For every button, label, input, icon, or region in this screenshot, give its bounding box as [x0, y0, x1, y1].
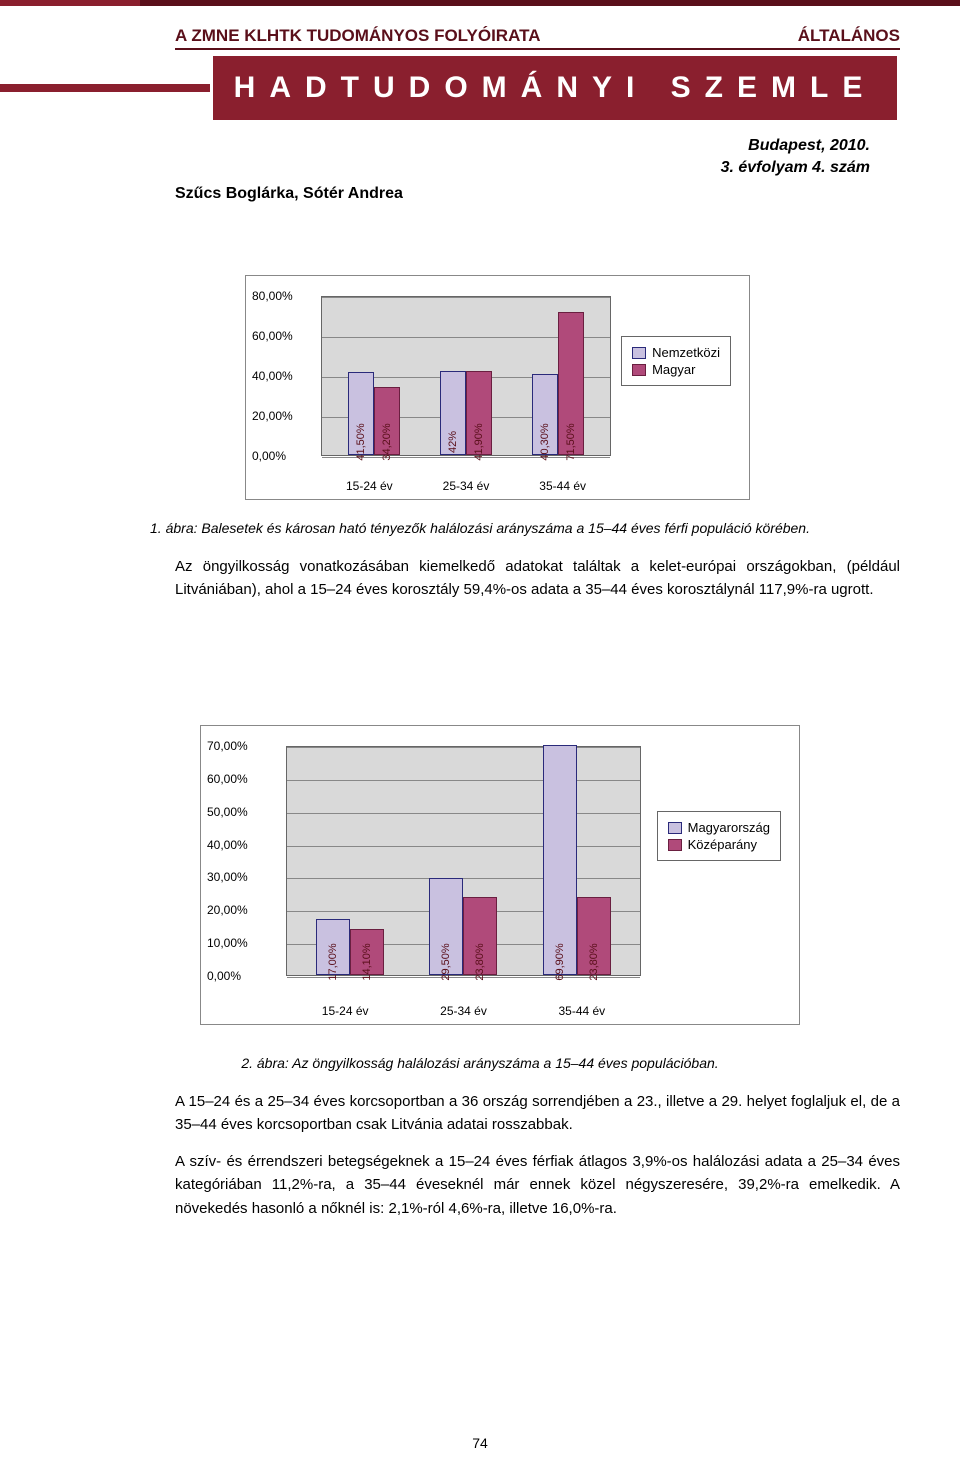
chart1-plot: 41,50%34,20% 42% 41,90% 40,30%71,50% [321, 296, 611, 456]
bar-value-label: 41,90% [473, 423, 485, 460]
y-tick-label: 40,00% [252, 369, 293, 383]
journal-right: ÁLTALÁNOS [798, 26, 900, 46]
bar-value-label: 71,50% [565, 423, 577, 460]
legend-item: Magyar [632, 362, 720, 377]
x-tick-label: 35-44 év [539, 479, 586, 493]
bar-group: 17,00%14,10% [316, 919, 384, 975]
page: A ZMNE KLHTK TUDOMÁNYOS FOLYÓIRATA ÁLTAL… [0, 0, 960, 1481]
bar: 23,80% [463, 897, 497, 975]
paragraph3: A szív- és érrendszeri betegségeknek a 1… [175, 1150, 900, 1220]
bar-value-label: 42% [447, 431, 459, 453]
chart2-legend: Magyarország Középarány [657, 811, 781, 861]
x-tick-label: 35-44 év [558, 1004, 605, 1018]
bar: 40,30% [532, 374, 558, 455]
chart2-plot: 17,00%14,10%29,50%23,80%69,90%23,80% [286, 746, 641, 976]
caption1: 1. ábra: Balesetek és károsan ható ténye… [0, 520, 960, 536]
bar-group: 29,50%23,80% [429, 878, 497, 975]
city-year: Budapest, 2010. [721, 135, 870, 157]
y-tick-label: 30,00% [207, 870, 248, 884]
bar-value-label: 29,50% [440, 943, 452, 980]
bar-value-label: 40,30% [539, 423, 551, 460]
bar: 69,90% [543, 745, 577, 975]
y-tick-label: 50,00% [207, 805, 248, 819]
bar: 42% [440, 371, 466, 455]
bar-group: 41,50%34,20% [348, 372, 400, 455]
chart2-container: 17,00%14,10%29,50%23,80%69,90%23,80% Mag… [200, 725, 800, 1025]
bar: 17,00% [316, 919, 350, 975]
bars-row: 17,00%14,10%29,50%23,80%69,90%23,80% [287, 747, 640, 975]
bar-group: 69,90%23,80% [543, 745, 611, 975]
legend-label: Magyar [652, 362, 695, 377]
caption2: 2. ábra: Az öngyilkosság halálozási arán… [0, 1055, 960, 1071]
bar-group: 42% 41,90% [440, 371, 492, 455]
paragraph2: A 15–24 és a 25–34 éves korcsoportban a … [175, 1090, 900, 1137]
bar: 14,10% [350, 929, 384, 975]
legend-item: Középarány [668, 837, 770, 852]
bar: 71,50% [558, 312, 584, 455]
y-tick-label: 60,00% [252, 329, 293, 343]
y-tick-label: 20,00% [252, 409, 293, 423]
chart1-container: 41,50%34,20%42%41,90%40,30%71,50% Nemzet… [245, 275, 750, 500]
y-tick-label: 10,00% [207, 936, 248, 950]
bar-value-label: 41,50% [355, 423, 367, 460]
bar-value-label: 34,20% [381, 423, 393, 460]
legend-swatch [668, 839, 682, 851]
chart1-legend: Nemzetközi Magyar [621, 336, 731, 386]
legend-label: Magyarország [688, 820, 770, 835]
authors: Szűcs Boglárka, Sótér Andrea [175, 185, 403, 203]
paragraph1: Az öngyilkosság vonatkozásában kiemelked… [175, 555, 900, 602]
legend-item: Nemzetközi [632, 345, 720, 360]
y-tick-label: 0,00% [252, 449, 286, 463]
volume: 3. évfolyam 4. szám [721, 157, 870, 179]
x-tick-label: 25-34 év [440, 1004, 487, 1018]
legend-label: Nemzetközi [652, 345, 720, 360]
y-tick-label: 0,00% [207, 969, 241, 983]
journal-left: A ZMNE KLHTK TUDOMÁNYOS FOLYÓIRATA [175, 26, 540, 46]
bar-value-label: 17,00% [327, 943, 339, 980]
bars-row: 41,50%34,20% 42% 41,90% 40,30%71,50% [322, 297, 610, 455]
bar-value-label: 23,80% [588, 943, 600, 980]
journal-line: A ZMNE KLHTK TUDOMÁNYOS FOLYÓIRATA ÁLTAL… [175, 26, 900, 50]
bar-group: 40,30%71,50% [532, 312, 584, 455]
title-accent [0, 84, 210, 92]
legend-swatch [668, 822, 682, 834]
bar-value-label: 69,90% [554, 943, 566, 980]
bar: 41,50% [348, 372, 374, 455]
journal-title: HADTUDOMÁNYI SZEMLE [210, 56, 900, 120]
y-tick-label: 80,00% [252, 289, 293, 303]
y-tick-label: 40,00% [207, 838, 248, 852]
legend-label: Középarány [688, 837, 757, 852]
bar: 41,90% [466, 371, 492, 455]
bar: 29,50% [429, 878, 463, 975]
bar-value-label: 14,10% [361, 943, 373, 980]
issue-info: Budapest, 2010. 3. évfolyam 4. szám [721, 135, 870, 178]
y-tick-label: 60,00% [207, 772, 248, 786]
bar: 34,20% [374, 387, 400, 455]
x-tick-label: 15-24 év [322, 1004, 369, 1018]
y-tick-label: 70,00% [207, 739, 248, 753]
page-number: 74 [0, 1435, 960, 1451]
x-tick-label: 15-24 év [346, 479, 393, 493]
bar: 23,80% [577, 897, 611, 975]
legend-swatch [632, 347, 646, 359]
header-stripes [0, 0, 960, 6]
x-tick-label: 25-34 év [443, 479, 490, 493]
legend-swatch [632, 364, 646, 376]
legend-item: Magyarország [668, 820, 770, 835]
y-tick-label: 20,00% [207, 903, 248, 917]
bar-value-label: 23,80% [474, 943, 486, 980]
